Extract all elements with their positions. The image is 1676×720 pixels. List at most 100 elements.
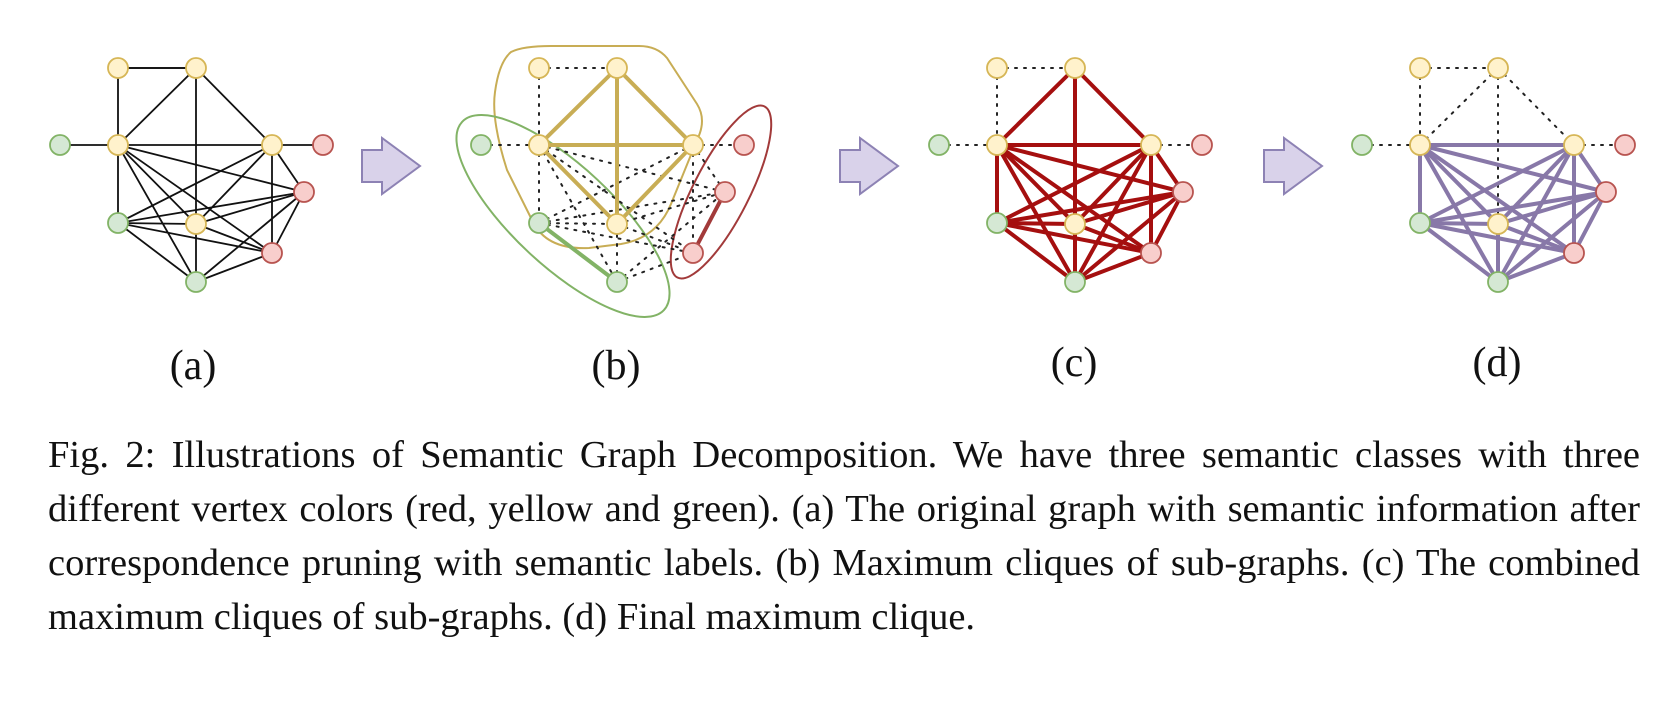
final-clique-edge bbox=[1496, 251, 1576, 284]
combined-clique-edge bbox=[1073, 251, 1153, 284]
combined-clique-edge bbox=[995, 190, 1185, 225]
combined-clique-edge bbox=[1073, 222, 1153, 255]
figure-caption: Fig. 2: Illustrations of Semantic Graph … bbox=[48, 428, 1640, 644]
panel-label-b: (b) bbox=[592, 343, 641, 389]
clique-outline-yellow bbox=[493, 45, 703, 250]
final-clique-edge bbox=[1496, 222, 1576, 255]
graph-vertex-y3 bbox=[107, 134, 129, 156]
graph-vertex-r2 bbox=[1172, 181, 1194, 203]
graph-vertex-r3 bbox=[261, 242, 283, 264]
dotted-edge bbox=[1497, 67, 1575, 146]
clique-outline-red bbox=[669, 104, 773, 280]
graph-edge bbox=[271, 191, 305, 254]
clique-edge-yellow bbox=[537, 143, 619, 226]
caption-text: Illustrations of Semantic Graph Decompos… bbox=[48, 434, 1640, 638]
graph-edge bbox=[195, 191, 305, 283]
final-clique-edge bbox=[1418, 221, 1576, 255]
graph-vertex-y5 bbox=[606, 213, 628, 235]
graph-edge bbox=[117, 67, 197, 146]
graph-vertex-y3 bbox=[1409, 134, 1431, 156]
graph-vertex-g1 bbox=[1351, 134, 1373, 156]
graph-vertex-y4 bbox=[1563, 134, 1585, 156]
clique-outline-green bbox=[455, 114, 671, 318]
dotted-edge bbox=[538, 222, 694, 254]
graph-vertex-r1 bbox=[1191, 134, 1213, 156]
final-clique-edge bbox=[1418, 221, 1500, 284]
panel-c bbox=[928, 57, 1213, 293]
combined-clique-edge bbox=[995, 66, 1077, 147]
graph-edge bbox=[195, 223, 273, 254]
clique-edge-red bbox=[691, 190, 727, 255]
graph-vertex-g3 bbox=[606, 271, 628, 293]
graph-vertex-g1 bbox=[49, 134, 71, 156]
combined-clique-edge bbox=[1149, 190, 1185, 255]
dotted-edge bbox=[538, 144, 694, 224]
graph-vertex-r2 bbox=[293, 181, 315, 203]
graph-vertex-r1 bbox=[733, 134, 755, 156]
arrow-icon bbox=[839, 136, 900, 196]
combined-clique-edge bbox=[1073, 190, 1185, 284]
clique-edge-yellow bbox=[537, 66, 619, 147]
clique-edge-green bbox=[537, 221, 619, 284]
final-clique-edge bbox=[1418, 143, 1576, 255]
final-clique-edge bbox=[1572, 190, 1608, 255]
graph-vertex-g3 bbox=[185, 271, 207, 293]
graph-edge bbox=[195, 252, 273, 283]
clique-edge-yellow bbox=[615, 143, 695, 226]
combined-clique-edge bbox=[995, 221, 1077, 226]
panel-d bbox=[1351, 57, 1636, 293]
arrow-icon bbox=[1263, 136, 1324, 196]
graph-vertex-y5 bbox=[185, 213, 207, 235]
graph-vertex-r3 bbox=[682, 242, 704, 264]
graph-edge bbox=[117, 222, 197, 225]
graph-vertex-g3 bbox=[1064, 271, 1086, 293]
graph-edge bbox=[195, 67, 273, 146]
graph-vertex-y5 bbox=[1064, 213, 1086, 235]
graph-vertex-g2 bbox=[1409, 212, 1431, 234]
dotted-edge bbox=[538, 222, 618, 225]
graph-vertex-r2 bbox=[1595, 181, 1617, 203]
graph-vertex-y1 bbox=[107, 57, 129, 79]
combined-clique-edge bbox=[995, 143, 1153, 255]
graph-vertex-y3 bbox=[986, 134, 1008, 156]
final-clique-edge bbox=[1418, 190, 1608, 225]
panel-label-d: (d) bbox=[1473, 340, 1522, 386]
final-clique-edge bbox=[1496, 190, 1608, 284]
graph-vertex-r1 bbox=[1614, 134, 1636, 156]
graph-edge bbox=[117, 144, 305, 193]
graph-vertex-y2 bbox=[185, 57, 207, 79]
dotted-edge bbox=[616, 191, 726, 283]
final-clique-edge bbox=[1418, 221, 1500, 226]
graph-vertex-y1 bbox=[528, 57, 550, 79]
combined-clique-edge bbox=[1073, 190, 1185, 226]
figure: (a) (b) (c) (d) bbox=[49, 45, 1636, 389]
combined-clique-edge bbox=[1073, 66, 1153, 147]
graph-vertex-g2 bbox=[107, 212, 129, 234]
combined-clique-edge bbox=[1073, 143, 1153, 226]
dotted-edge bbox=[538, 144, 618, 283]
arrow-icon bbox=[361, 136, 422, 196]
graph-vertex-y3 bbox=[528, 134, 550, 156]
graph-edge bbox=[117, 191, 305, 224]
graph-vertex-g2 bbox=[986, 212, 1008, 234]
graph-edge bbox=[117, 144, 197, 225]
graph-vertex-g3 bbox=[1487, 271, 1509, 293]
graph-vertex-y2 bbox=[1487, 57, 1509, 79]
graph-edge bbox=[117, 222, 273, 254]
clique-edge-yellow bbox=[615, 66, 695, 147]
final-clique-edge bbox=[1418, 143, 1500, 284]
graph-edge bbox=[117, 144, 273, 224]
graph-vertex-r3 bbox=[1563, 242, 1585, 264]
graph-vertex-y4 bbox=[261, 134, 283, 156]
graph-vertex-r3 bbox=[1140, 242, 1162, 264]
final-clique-edge bbox=[1496, 143, 1576, 226]
graph-vertex-y2 bbox=[606, 57, 628, 79]
figure-label: Fig. 2: bbox=[48, 434, 156, 476]
graph-vertex-y1 bbox=[986, 57, 1008, 79]
panel-label-a: (a) bbox=[170, 343, 217, 389]
dotted-edge bbox=[616, 191, 726, 225]
graph-edge bbox=[195, 191, 305, 225]
panel-b bbox=[455, 45, 773, 318]
graph-vertex-y5 bbox=[1487, 213, 1509, 235]
graph-vertex-y4 bbox=[682, 134, 704, 156]
